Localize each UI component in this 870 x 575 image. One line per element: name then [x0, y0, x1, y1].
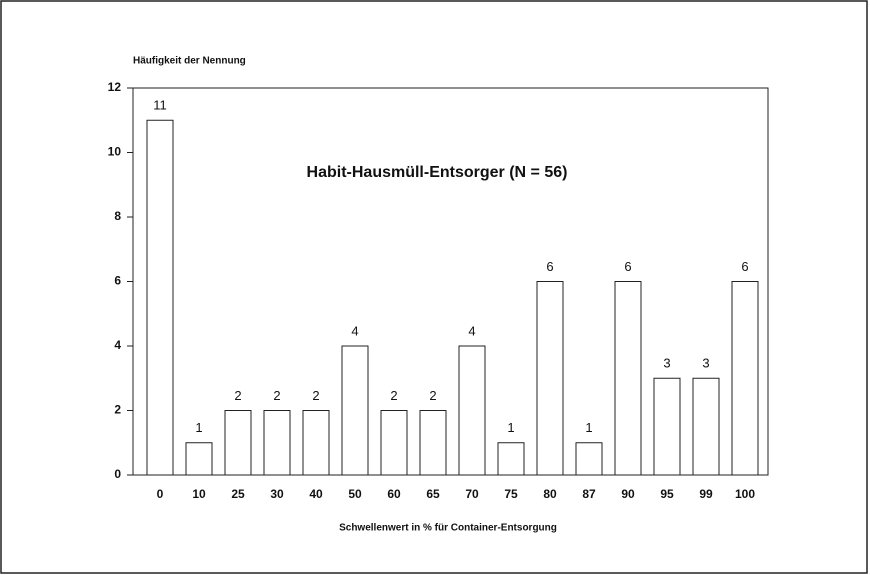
y-tick-label: 12: [108, 80, 122, 94]
value-label: 3: [663, 356, 670, 371]
chart-title: Habit-Hausmüll-Entsorger (N = 56): [307, 164, 568, 181]
bar: [185, 442, 213, 476]
bar: [419, 410, 447, 476]
x-tick-label: 40: [309, 487, 323, 501]
bar: [146, 119, 174, 476]
x-axis-label: Schwellenwert in % für Container-Entsorg…: [339, 523, 557, 534]
bar: [536, 281, 564, 476]
value-label: 2: [429, 388, 436, 403]
bar: [731, 281, 759, 476]
bar: [497, 442, 525, 476]
value-label: 11: [153, 98, 167, 113]
bar: [458, 345, 486, 476]
y-tick-label: 10: [108, 145, 122, 159]
bar: [380, 410, 408, 476]
x-tick-label: 75: [504, 487, 518, 501]
value-label: 2: [234, 388, 241, 403]
x-tick-label: 50: [348, 487, 362, 501]
value-label: 2: [273, 388, 280, 403]
x-tick-label: 60: [387, 487, 401, 501]
value-label: 1: [507, 420, 514, 435]
value-label: 2: [390, 388, 397, 403]
y-tick-label: 6: [114, 274, 121, 288]
bar: [341, 345, 369, 476]
x-tick-label: 99: [699, 487, 713, 501]
x-tick-label: 90: [621, 487, 635, 501]
x-tick-label: 30: [270, 487, 284, 501]
y-tick-label: 2: [114, 403, 121, 417]
y-axis-label: Häufigkeit der Nennung: [133, 56, 246, 67]
bar: [653, 377, 681, 476]
value-label: 1: [195, 420, 202, 435]
x-tick-label: 70: [465, 487, 479, 501]
x-tick-label: 95: [660, 487, 674, 501]
x-tick-label: 80: [543, 487, 557, 501]
value-label: 6: [624, 259, 631, 274]
value-label: 2: [312, 388, 319, 403]
value-label: 1: [585, 420, 592, 435]
bar: [692, 377, 720, 476]
plot-area: [132, 87, 769, 476]
x-tick-label: 25: [231, 487, 245, 501]
y-tick-label: 8: [114, 209, 121, 223]
bar: [575, 442, 603, 476]
x-tick-label: 65: [426, 487, 440, 501]
x-tick-label: 10: [192, 487, 206, 501]
x-tick-label: 100: [735, 487, 755, 501]
value-label: 3: [702, 356, 709, 371]
value-label: 6: [741, 259, 748, 274]
value-label: 6: [546, 259, 553, 274]
value-label: 4: [468, 323, 475, 338]
x-tick-label: 87: [582, 487, 596, 501]
bar: [224, 410, 252, 476]
bar: [302, 410, 330, 476]
bar: [614, 281, 642, 476]
y-tick-label: 0: [114, 467, 121, 481]
y-tick-label: 4: [114, 338, 121, 352]
x-tick-label: 0: [157, 487, 164, 501]
bar: [263, 410, 291, 476]
value-label: 4: [351, 323, 358, 338]
